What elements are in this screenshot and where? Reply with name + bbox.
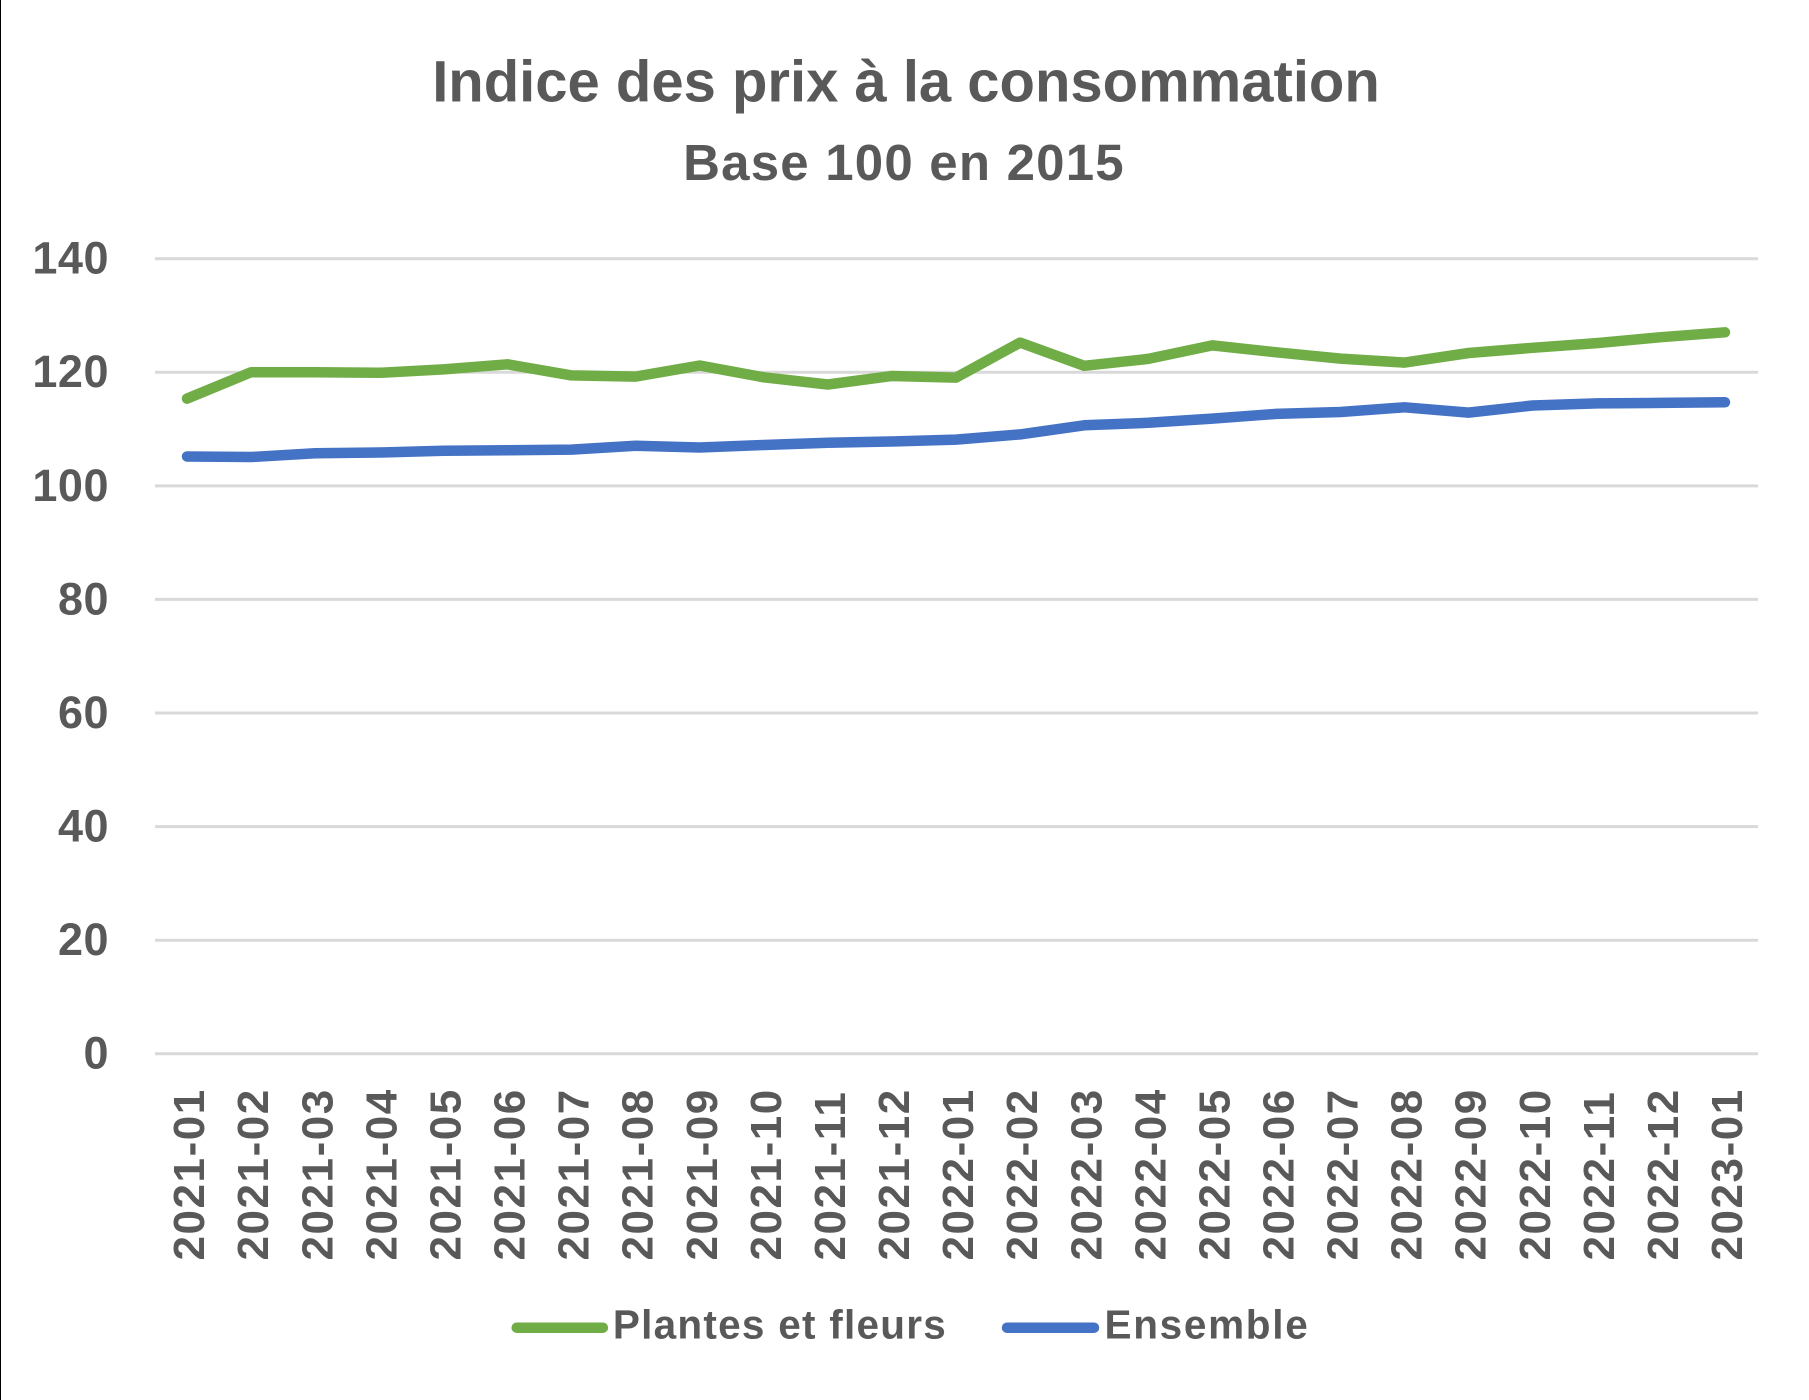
svg-text:Base 100 en 2015: Base 100 en 2015 <box>683 134 1125 191</box>
svg-text:2022-12: 2022-12 <box>1639 1088 1688 1260</box>
svg-text:2022-01: 2022-01 <box>934 1088 983 1260</box>
svg-text:40: 40 <box>58 801 109 852</box>
svg-text:2022-02: 2022-02 <box>998 1088 1047 1260</box>
svg-text:2022-10: 2022-10 <box>1511 1088 1560 1260</box>
svg-text:2021-04: 2021-04 <box>357 1088 406 1260</box>
svg-text:2021-03: 2021-03 <box>293 1088 342 1260</box>
svg-text:2021-12: 2021-12 <box>870 1088 919 1260</box>
svg-text:120: 120 <box>32 346 109 397</box>
svg-text:140: 140 <box>32 233 109 284</box>
svg-text:2021-08: 2021-08 <box>614 1088 663 1260</box>
svg-text:20: 20 <box>58 914 109 965</box>
svg-text:2022-08: 2022-08 <box>1383 1088 1432 1260</box>
svg-text:2022-05: 2022-05 <box>1190 1088 1239 1260</box>
svg-text:60: 60 <box>58 687 109 738</box>
svg-text:2022-06: 2022-06 <box>1255 1088 1304 1260</box>
svg-text:2022-09: 2022-09 <box>1447 1088 1496 1260</box>
svg-text:Indice des prix à la consommat: Indice des prix à la consommation <box>432 50 1380 115</box>
svg-text:0: 0 <box>83 1028 109 1079</box>
svg-text:2021-07: 2021-07 <box>550 1088 599 1260</box>
svg-text:100: 100 <box>32 460 109 511</box>
svg-text:2021-09: 2021-09 <box>678 1088 727 1260</box>
svg-text:2022-03: 2022-03 <box>1062 1088 1111 1260</box>
svg-text:2021-02: 2021-02 <box>229 1088 278 1260</box>
svg-text:2022-04: 2022-04 <box>1126 1088 1175 1260</box>
svg-text:2021-10: 2021-10 <box>742 1088 791 1260</box>
svg-text:2023-01: 2023-01 <box>1703 1088 1752 1260</box>
svg-text:Ensemble: Ensemble <box>1105 1302 1310 1348</box>
svg-text:2021-01: 2021-01 <box>165 1088 214 1260</box>
svg-text:80: 80 <box>58 573 109 624</box>
svg-text:2021-06: 2021-06 <box>486 1088 535 1260</box>
svg-text:2022-07: 2022-07 <box>1319 1088 1368 1260</box>
svg-text:2021-05: 2021-05 <box>422 1088 471 1260</box>
svg-text:2022-11: 2022-11 <box>1575 1091 1624 1261</box>
svg-text:2021-11: 2021-11 <box>806 1091 855 1261</box>
svg-text:Plantes et fleurs: Plantes et fleurs <box>613 1302 947 1348</box>
